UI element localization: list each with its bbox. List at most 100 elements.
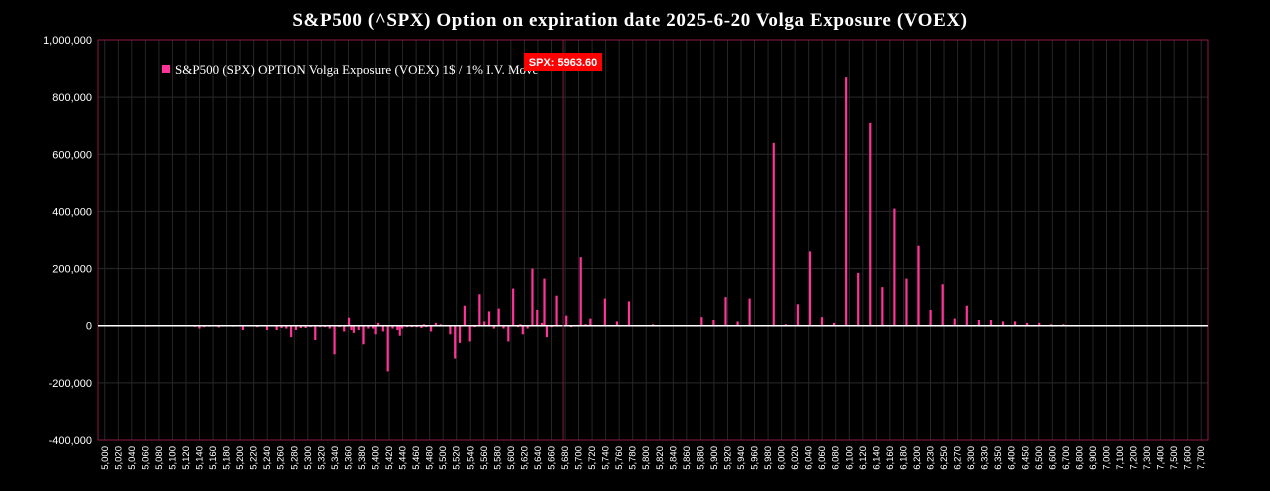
- x-tick-label: 7,100: [1115, 446, 1126, 470]
- x-tick-label: 7,300: [1142, 446, 1153, 470]
- bar: [531, 268, 534, 326]
- x-tick-label: 5,420: [384, 446, 395, 470]
- x-tick-label: 5,020: [113, 446, 124, 470]
- bar: [314, 325, 317, 340]
- x-tick-label: 5,240: [262, 446, 273, 470]
- bar: [357, 325, 360, 330]
- x-tick-label: 7,400: [1156, 446, 1167, 470]
- x-tick-label: 6,020: [790, 446, 801, 470]
- bar: [845, 77, 848, 326]
- x-tick-label: 5,520: [452, 446, 463, 470]
- bar: [869, 122, 872, 326]
- x-tick-label: 6,600: [1047, 446, 1058, 470]
- x-tick-label: 5,560: [479, 446, 490, 470]
- x-tick-label: 6,230: [926, 446, 937, 470]
- y-tick-label: 0: [86, 321, 92, 333]
- bar: [881, 287, 884, 326]
- grid-lines: [98, 39, 1208, 441]
- bar: [857, 272, 860, 326]
- bar: [1013, 321, 1017, 326]
- x-axis-ticks: 5,000 5,020 5,040 5,060 5,080 5,100 5,120 5,140…: [100, 446, 1207, 470]
- bar: [989, 320, 993, 326]
- bar: [736, 321, 739, 326]
- x-tick-label: 5,440: [398, 446, 409, 470]
- x-tick-label: 5,740: [601, 446, 612, 470]
- plot-frame: [97, 39, 1209, 441]
- bar: [420, 325, 423, 328]
- bar: [241, 325, 244, 330]
- x-tick-label: 6,350: [993, 446, 1004, 470]
- bar: [304, 325, 307, 328]
- bar: [953, 318, 956, 326]
- x-tick-label: 5,200: [235, 446, 246, 470]
- x-tick-label: 6,120: [858, 446, 869, 470]
- x-tick-label: 5,180: [222, 446, 233, 470]
- y-axis-ticks: 1,000,000 800,000 600,000 400,000 200,000 0 -2…: [43, 35, 92, 447]
- bar: [589, 318, 592, 326]
- bar: [294, 325, 298, 330]
- bar: [929, 310, 932, 326]
- bar: [820, 317, 824, 326]
- spot-price-badge: SPX: 5963.60: [524, 53, 603, 71]
- legend-label: S&P500 (SPX) OPTION Volga Exposure (VOEX…: [175, 62, 539, 77]
- bar: [449, 325, 452, 335]
- bar: [1001, 321, 1005, 326]
- bar: [497, 308, 500, 326]
- x-tick-label: 5,000: [100, 446, 111, 470]
- bar: [483, 321, 486, 326]
- bar: [198, 325, 201, 329]
- y-tick-label: 600,000: [52, 149, 92, 161]
- x-tick-label: 5,540: [465, 446, 476, 470]
- x-tick-label: 5,900: [709, 446, 720, 470]
- x-tick-label: 7,200: [1129, 446, 1140, 470]
- x-tick-label: 6,040: [804, 446, 815, 470]
- x-tick-label: 7,000: [1101, 446, 1112, 470]
- x-tick-label: 5,720: [587, 446, 598, 470]
- x-tick-label: 5,920: [722, 446, 733, 470]
- bar: [381, 325, 384, 332]
- bar: [333, 325, 336, 355]
- bar: [372, 325, 375, 329]
- bar: [965, 305, 968, 326]
- bar: [832, 322, 836, 326]
- bar: [893, 208, 896, 326]
- bar: [478, 294, 481, 326]
- x-tick-label: 5,580: [492, 446, 503, 470]
- bar: [521, 325, 524, 335]
- bar: [396, 325, 399, 330]
- bar: [343, 325, 346, 332]
- x-tick-label: 6,500: [1034, 446, 1045, 470]
- bar: [724, 297, 727, 326]
- bar: [458, 325, 462, 343]
- chart-title: S&P500 (^SPX) Option on expiration date …: [292, 10, 967, 31]
- bar: [543, 278, 546, 326]
- x-tick-label: 5,780: [628, 446, 639, 470]
- x-tick-label: 5,640: [533, 446, 544, 470]
- bar: [1038, 322, 1041, 326]
- x-tick-label: 5,140: [195, 446, 206, 470]
- bar: [430, 325, 433, 332]
- x-tick-label: 5,040: [127, 446, 138, 470]
- bar: [492, 325, 495, 329]
- x-tick-label: 5,280: [289, 446, 300, 470]
- x-tick-label: 5,100: [167, 446, 178, 470]
- bar: [808, 251, 812, 326]
- x-tick-label: 6,400: [1007, 446, 1018, 470]
- bar: [700, 317, 703, 326]
- x-tick-label: 6,060: [817, 446, 828, 470]
- x-tick-label: 6,140: [871, 446, 882, 470]
- x-tick-label: 6,160: [885, 446, 896, 470]
- bar: [512, 288, 515, 326]
- y-tick-label: 200,000: [52, 264, 92, 276]
- bar: [507, 325, 510, 342]
- spot-price-box: [524, 53, 603, 71]
- x-tick-label: 5,460: [411, 446, 422, 470]
- bar: [290, 325, 293, 338]
- x-tick-label: 5,820: [655, 446, 666, 470]
- x-tick-label: 7,600: [1183, 446, 1194, 470]
- x-tick-label: 5,620: [519, 446, 530, 470]
- bar: [941, 284, 944, 326]
- bar: [917, 245, 920, 326]
